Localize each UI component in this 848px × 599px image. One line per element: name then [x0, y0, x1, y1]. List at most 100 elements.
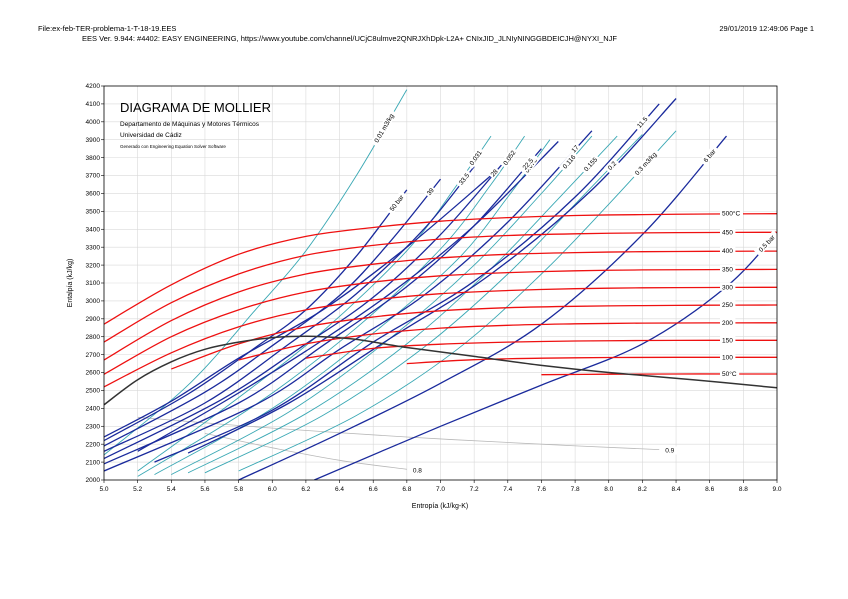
isotherm-label: 50°C [722, 370, 737, 378]
isobar-label-bg [633, 113, 651, 132]
isochore-label-group: 0.155 [580, 153, 601, 175]
isochore-label-group: 0.2 [604, 157, 620, 174]
y-tick-label: 4100 [86, 101, 101, 108]
isobar-line [137, 141, 559, 452]
chart-subtitle-department: Departamento de Máquinas y Motores Térmi… [120, 121, 260, 128]
isobar-label-group: 17 [568, 142, 582, 156]
isobar-label: 17 [570, 144, 580, 154]
y-tick-label: 2400 [86, 406, 101, 413]
isotherm-label: 450 [722, 229, 733, 236]
chart-subtitle-software: Generado con Engineering Equation Solver… [120, 144, 226, 149]
isobar-label-group: 28 [487, 166, 501, 180]
isotherm-label-bg [720, 300, 736, 309]
isobar-label-bg [518, 154, 537, 173]
isobar-line [104, 157, 509, 460]
isotherm-label: 350 [722, 266, 733, 273]
isotherm-label: 300 [722, 284, 733, 291]
y-tick-label: 2900 [86, 316, 101, 323]
x-tick-label: 5.8 [234, 486, 243, 493]
isobar-line [238, 135, 727, 480]
x-tick-label: 6.8 [402, 486, 411, 493]
x-tick-label: 5.0 [99, 486, 108, 493]
isochore-line [238, 130, 677, 472]
isotherm-label-bg [720, 282, 736, 291]
isotherm-line [104, 268, 777, 375]
x-tick-label: 6.6 [369, 486, 378, 493]
x-tick-label: 8.2 [638, 486, 647, 493]
x-tick-label: 6.0 [268, 486, 277, 493]
y-tick-label: 3500 [86, 209, 101, 216]
y-tick-label: 2600 [86, 370, 101, 377]
isotherm-label-bg [720, 318, 736, 327]
y-tick-label: 3200 [86, 262, 101, 269]
isotherm-label-bg [720, 209, 743, 218]
header-date-page: 29/01/2019 12:49:06 Page 1 [719, 24, 814, 33]
isochore-label-bg [604, 157, 620, 174]
isochore-label-group: 0.116 [558, 151, 579, 173]
isochore-label-group: 0.3 m3/kg [630, 147, 661, 180]
isotherm-label-bg [720, 369, 740, 378]
isotherm-line [104, 213, 777, 325]
y-tick-label: 3700 [86, 173, 101, 180]
header-ees-version: EES Ver. 9.944: #4402: EASY ENGINEERING,… [82, 34, 617, 43]
isobar-label-bg [455, 169, 473, 189]
quality-label: 0.9 [665, 448, 674, 455]
isotherm-label-bg [720, 264, 736, 273]
quality-label-bg [663, 446, 678, 455]
isobar-label-group: 39 [423, 184, 437, 198]
y-tick-label: 3600 [86, 191, 101, 198]
x-tick-label: 7.8 [571, 486, 580, 493]
isobar-label-bg [699, 144, 720, 167]
x-tick-label: 7.2 [470, 486, 479, 493]
x-tick-label: 9.0 [772, 486, 781, 493]
x-axis-label: Entropía (kJ/kg-K) [412, 503, 468, 510]
isotherm-label: 500°C [722, 210, 740, 218]
isotherm-label-bg [720, 227, 736, 236]
x-tick-label: 8.4 [672, 486, 681, 493]
isochore-line [187, 135, 618, 474]
chart-subtitle-university: Universidad de Cádiz [120, 132, 182, 139]
y-tick-label: 3100 [86, 280, 101, 287]
x-tick-label: 8.6 [705, 486, 714, 493]
isotherm-label-bg [720, 335, 736, 344]
y-tick-label: 4000 [86, 119, 101, 126]
y-tick-label: 2300 [86, 423, 101, 430]
y-tick-label: 2000 [86, 477, 101, 484]
isobar-line [187, 98, 677, 454]
isotherm-line [238, 322, 777, 361]
saturation-curve [104, 335, 777, 406]
axis-ticks: 5.0 5.2 5.4 5.6 5.8 6.0 6.2 6.4 6.6 6.8 7.0 7.2 7.4 7… [86, 83, 782, 493]
isobar-label-bg [568, 142, 582, 156]
isochore-label-group: 0.01 m3/kg [370, 109, 397, 147]
isotherm-line [305, 339, 777, 359]
isochore-line [137, 135, 525, 477]
isotherm-label: 250 [722, 302, 733, 309]
isotherm-line [406, 356, 777, 365]
isochore-line [104, 89, 408, 456]
x-tick-label: 5.4 [167, 486, 176, 493]
isotherm-line [104, 250, 777, 361]
grid-lines [104, 86, 777, 480]
isochore-label-bg [558, 151, 579, 173]
quality-label: 0.8 [413, 467, 422, 474]
isotherm-line [171, 304, 777, 370]
isobar-label-bg [487, 166, 501, 180]
isobar-label: 39 [426, 187, 436, 197]
y-tick-label: 3900 [86, 137, 101, 144]
quality-label-bg [410, 466, 425, 475]
x-tick-label: 5.2 [133, 486, 142, 493]
isochore-label-bg [466, 146, 485, 169]
isotherm-label: 100 [722, 354, 733, 361]
x-tick-label: 6.4 [335, 486, 344, 493]
x-tick-label: 8.8 [739, 486, 748, 493]
x-tick-label: 7.0 [436, 486, 445, 493]
isotherm-line [541, 373, 777, 376]
isotherm-line [104, 286, 777, 388]
isochore-label-bg [630, 147, 661, 180]
isotherm-label-bg [720, 246, 736, 255]
y-axis-label: Entalpía (kJ/kg) [67, 259, 74, 308]
isobar-line [104, 130, 593, 472]
y-tick-label: 2700 [86, 352, 101, 359]
isochore-label: 0.2 [607, 160, 619, 172]
